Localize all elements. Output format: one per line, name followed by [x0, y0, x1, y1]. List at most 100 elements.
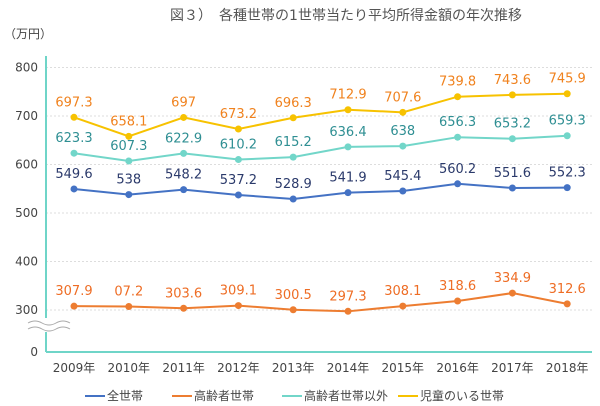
data-label: 696.3	[275, 96, 312, 111]
y-tick-label: 700	[15, 109, 38, 123]
data-label: 307.9	[55, 284, 92, 299]
data-point	[399, 108, 407, 116]
data-point	[508, 91, 516, 99]
data-point	[508, 289, 516, 297]
data-point	[180, 113, 188, 121]
x-tick-label: 2014年	[327, 361, 370, 375]
data-label: 659.3	[549, 114, 586, 129]
x-tick-label: 2017年	[491, 361, 534, 375]
x-tick-label: 2016年	[436, 361, 479, 375]
data-point	[508, 135, 516, 143]
data-label: 697.3	[55, 95, 92, 110]
data-point	[70, 113, 78, 121]
data-label: 673.2	[220, 107, 257, 122]
data-label: 656.3	[439, 115, 476, 130]
data-point	[180, 304, 188, 312]
data-label: 552.3	[549, 166, 586, 181]
data-label: 303.6	[165, 286, 202, 301]
x-tick-label: 2012年	[217, 361, 260, 375]
data-point	[563, 132, 571, 140]
data-point	[180, 186, 188, 194]
data-label: 541.9	[329, 171, 366, 186]
x-tick-label: 2009年	[53, 361, 96, 375]
y-tick-label: 400	[15, 255, 38, 269]
data-label: 297.3	[329, 289, 366, 304]
data-label: 658.1	[110, 114, 147, 129]
data-point	[289, 306, 297, 314]
data-point	[454, 180, 462, 188]
data-point	[508, 184, 516, 192]
data-label: 745.9	[549, 72, 586, 87]
data-label: 334.9	[494, 271, 531, 286]
data-label: 653.2	[494, 117, 531, 132]
data-label: 538	[116, 173, 141, 188]
data-point	[125, 157, 133, 165]
x-tick-label: 2018年	[546, 361, 589, 375]
axis-break-icon	[27, 320, 71, 326]
series-0: 549.6 538 548.2 537.2 528.9 541.9 545.4 560.2 55…	[55, 162, 586, 203]
data-point	[454, 93, 462, 101]
data-point	[70, 302, 78, 310]
data-point	[399, 187, 407, 195]
legend-label: 高齢者世帯	[194, 388, 254, 403]
x-tick-label: 2013年	[272, 361, 315, 375]
y-tick-label: 500	[15, 206, 38, 220]
legend-label: 児童のいる世帯	[420, 388, 504, 403]
data-label: 622.9	[165, 131, 202, 146]
data-point	[344, 106, 352, 114]
y-tick-label: 300	[15, 303, 38, 317]
data-point	[234, 125, 242, 133]
data-label: 707.6	[384, 90, 421, 105]
x-tick-label: 2015年	[382, 361, 425, 375]
data-point	[289, 114, 297, 122]
data-label: 312.6	[549, 282, 586, 297]
data-point	[563, 184, 571, 192]
data-label: 308.1	[384, 284, 421, 299]
data-label: 607.3	[110, 139, 147, 154]
data-label: 300.5	[275, 288, 312, 303]
data-point	[563, 90, 571, 98]
data-point	[344, 189, 352, 197]
data-point	[454, 297, 462, 305]
axis-break-icon	[27, 326, 71, 332]
data-point	[454, 133, 462, 141]
data-point	[70, 185, 78, 193]
series-1: 307.9 07.2 303.6 309.1 300.5 297.3 308.1 318.6 3…	[55, 271, 586, 315]
series-3: 697.3 658.1 697 673.2 696.3 712.9 707.6 739.8 74…	[55, 72, 586, 140]
data-point	[125, 303, 133, 311]
data-label: 318.6	[439, 279, 476, 294]
y-tick-label: 600	[15, 158, 38, 172]
data-label: 545.4	[384, 169, 421, 184]
data-label: 739.8	[439, 75, 476, 90]
data-label: 638	[390, 124, 415, 139]
legend-label: 全世帯	[107, 388, 143, 403]
data-point	[344, 307, 352, 315]
data-label: 615.2	[275, 135, 312, 150]
series-line	[73, 292, 568, 313]
data-label: 697	[171, 95, 196, 110]
legend-label: 高齢者世帯以外	[304, 388, 388, 403]
data-label: 623.3	[55, 131, 92, 146]
data-label: 528.9	[275, 177, 312, 192]
series-line	[73, 134, 568, 162]
data-label: 309.1	[220, 284, 257, 299]
data-point	[563, 300, 571, 308]
data-label: 548.2	[165, 168, 202, 183]
data-label: 636.4	[329, 125, 366, 140]
y-axis-unit-label: （万円）	[4, 27, 52, 41]
data-label: 551.6	[494, 166, 531, 181]
series-line	[73, 92, 568, 138]
data-label: 537.2	[220, 173, 257, 188]
data-point	[399, 302, 407, 310]
series-line	[73, 182, 568, 200]
data-point	[180, 149, 188, 157]
data-label: 07.2	[114, 285, 143, 300]
data-point	[125, 132, 133, 140]
x-tick-label: 2011年	[162, 361, 205, 375]
y-tick-label: 0	[30, 345, 38, 359]
data-label: 549.6	[55, 167, 92, 182]
y-tick-label: 800	[15, 61, 38, 75]
data-label: 560.2	[439, 162, 476, 177]
series-2: 623.3 607.3 622.9 610.2 615.2 636.4 638 656.3 65…	[55, 114, 586, 165]
data-point	[70, 149, 78, 157]
